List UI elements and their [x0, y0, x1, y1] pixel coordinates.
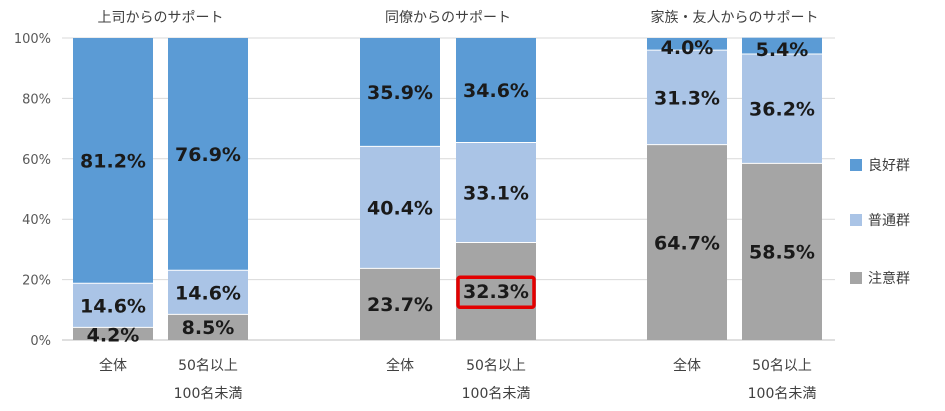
y-axis-ticks: 0% 20% 40% 60% 80% 100%: [14, 32, 51, 349]
y-tick-label: 0%: [30, 334, 51, 349]
data-labels: 4.2% 14.6% 81.2% 8.5% 14.6% 76.9% 23.7% 40.4% 35…: [80, 37, 815, 347]
category-label: 100名未満: [748, 386, 817, 402]
bar-segment: [647, 50, 727, 145]
bar-segment: [647, 144, 727, 340]
data-label: 36.2%: [749, 99, 815, 121]
bar-segment: [168, 314, 248, 340]
bar-segment: [73, 283, 153, 328]
data-label: 4.0%: [661, 37, 714, 59]
data-label: 58.5%: [749, 242, 815, 264]
group-title: 家族・友人からのサポート: [651, 9, 819, 26]
group-title: 同僚からのサポート: [385, 10, 511, 26]
y-tick-label: 80%: [22, 92, 51, 107]
bar-segment: [456, 38, 536, 143]
data-label: 76.9%: [175, 144, 241, 166]
category-label: 全体: [386, 357, 414, 374]
y-tick-label: 60%: [22, 153, 51, 168]
legend-swatch: [850, 272, 862, 284]
bar-segment: [73, 327, 153, 340]
bars: [73, 37, 822, 340]
category-label: 50名以上: [752, 358, 812, 374]
data-label: 14.6%: [80, 295, 146, 317]
bar-segment: [742, 54, 822, 164]
legend-swatch: [850, 159, 862, 171]
data-label: 5.4%: [756, 39, 809, 61]
bar-segment: [456, 142, 536, 243]
bar-segment: [168, 270, 248, 315]
category-label: 100名未満: [462, 386, 531, 402]
data-label: 23.7%: [367, 294, 433, 316]
data-label: 40.4%: [367, 197, 433, 219]
data-label: 34.6%: [463, 80, 529, 102]
data-label: 31.3%: [654, 87, 720, 109]
bar-segment: [360, 146, 440, 269]
data-label: 32.3%: [463, 281, 529, 303]
bar-segment: [360, 268, 440, 340]
highlight-box: [456, 275, 536, 309]
data-label: 64.7%: [654, 232, 720, 254]
data-label: 14.6%: [175, 282, 241, 304]
legend-swatch: [850, 214, 862, 226]
bar-segment: [73, 38, 153, 284]
bar-segment: [647, 38, 727, 51]
data-label: 4.2%: [87, 325, 140, 347]
bar-segment: [360, 38, 440, 147]
legend-label: 注意群: [868, 270, 910, 287]
bar-segment: [168, 38, 248, 271]
data-label: 35.9%: [367, 82, 433, 104]
category-label: 50名以上: [178, 358, 238, 374]
bar-segment: [742, 163, 822, 340]
y-tick-label: 40%: [22, 213, 51, 228]
y-tick-label: 100%: [14, 32, 51, 47]
data-label: 8.5%: [182, 317, 235, 339]
category-label: 全体: [99, 357, 127, 374]
group-titles: 上司からのサポート 同僚からのサポート 家族・友人からのサポート: [98, 9, 819, 26]
category-label: 50名以上: [466, 358, 526, 374]
bar-segment: [456, 242, 536, 340]
category-label: 100名未満: [174, 386, 243, 402]
data-label: 81.2%: [80, 151, 146, 173]
category-label: 全体: [673, 357, 701, 374]
y-tick-label: 20%: [22, 274, 51, 289]
group-title: 上司からのサポート: [98, 10, 224, 26]
legend-label: 普通群: [868, 213, 910, 229]
bar-segment: [742, 37, 822, 55]
data-label: 33.1%: [463, 182, 529, 204]
category-labels: 全体 50名以上 100名未満 全体 50名以上 100名未満 全体 50名以上 100名未満: [99, 357, 816, 402]
legend-label: 良好群: [868, 158, 910, 174]
